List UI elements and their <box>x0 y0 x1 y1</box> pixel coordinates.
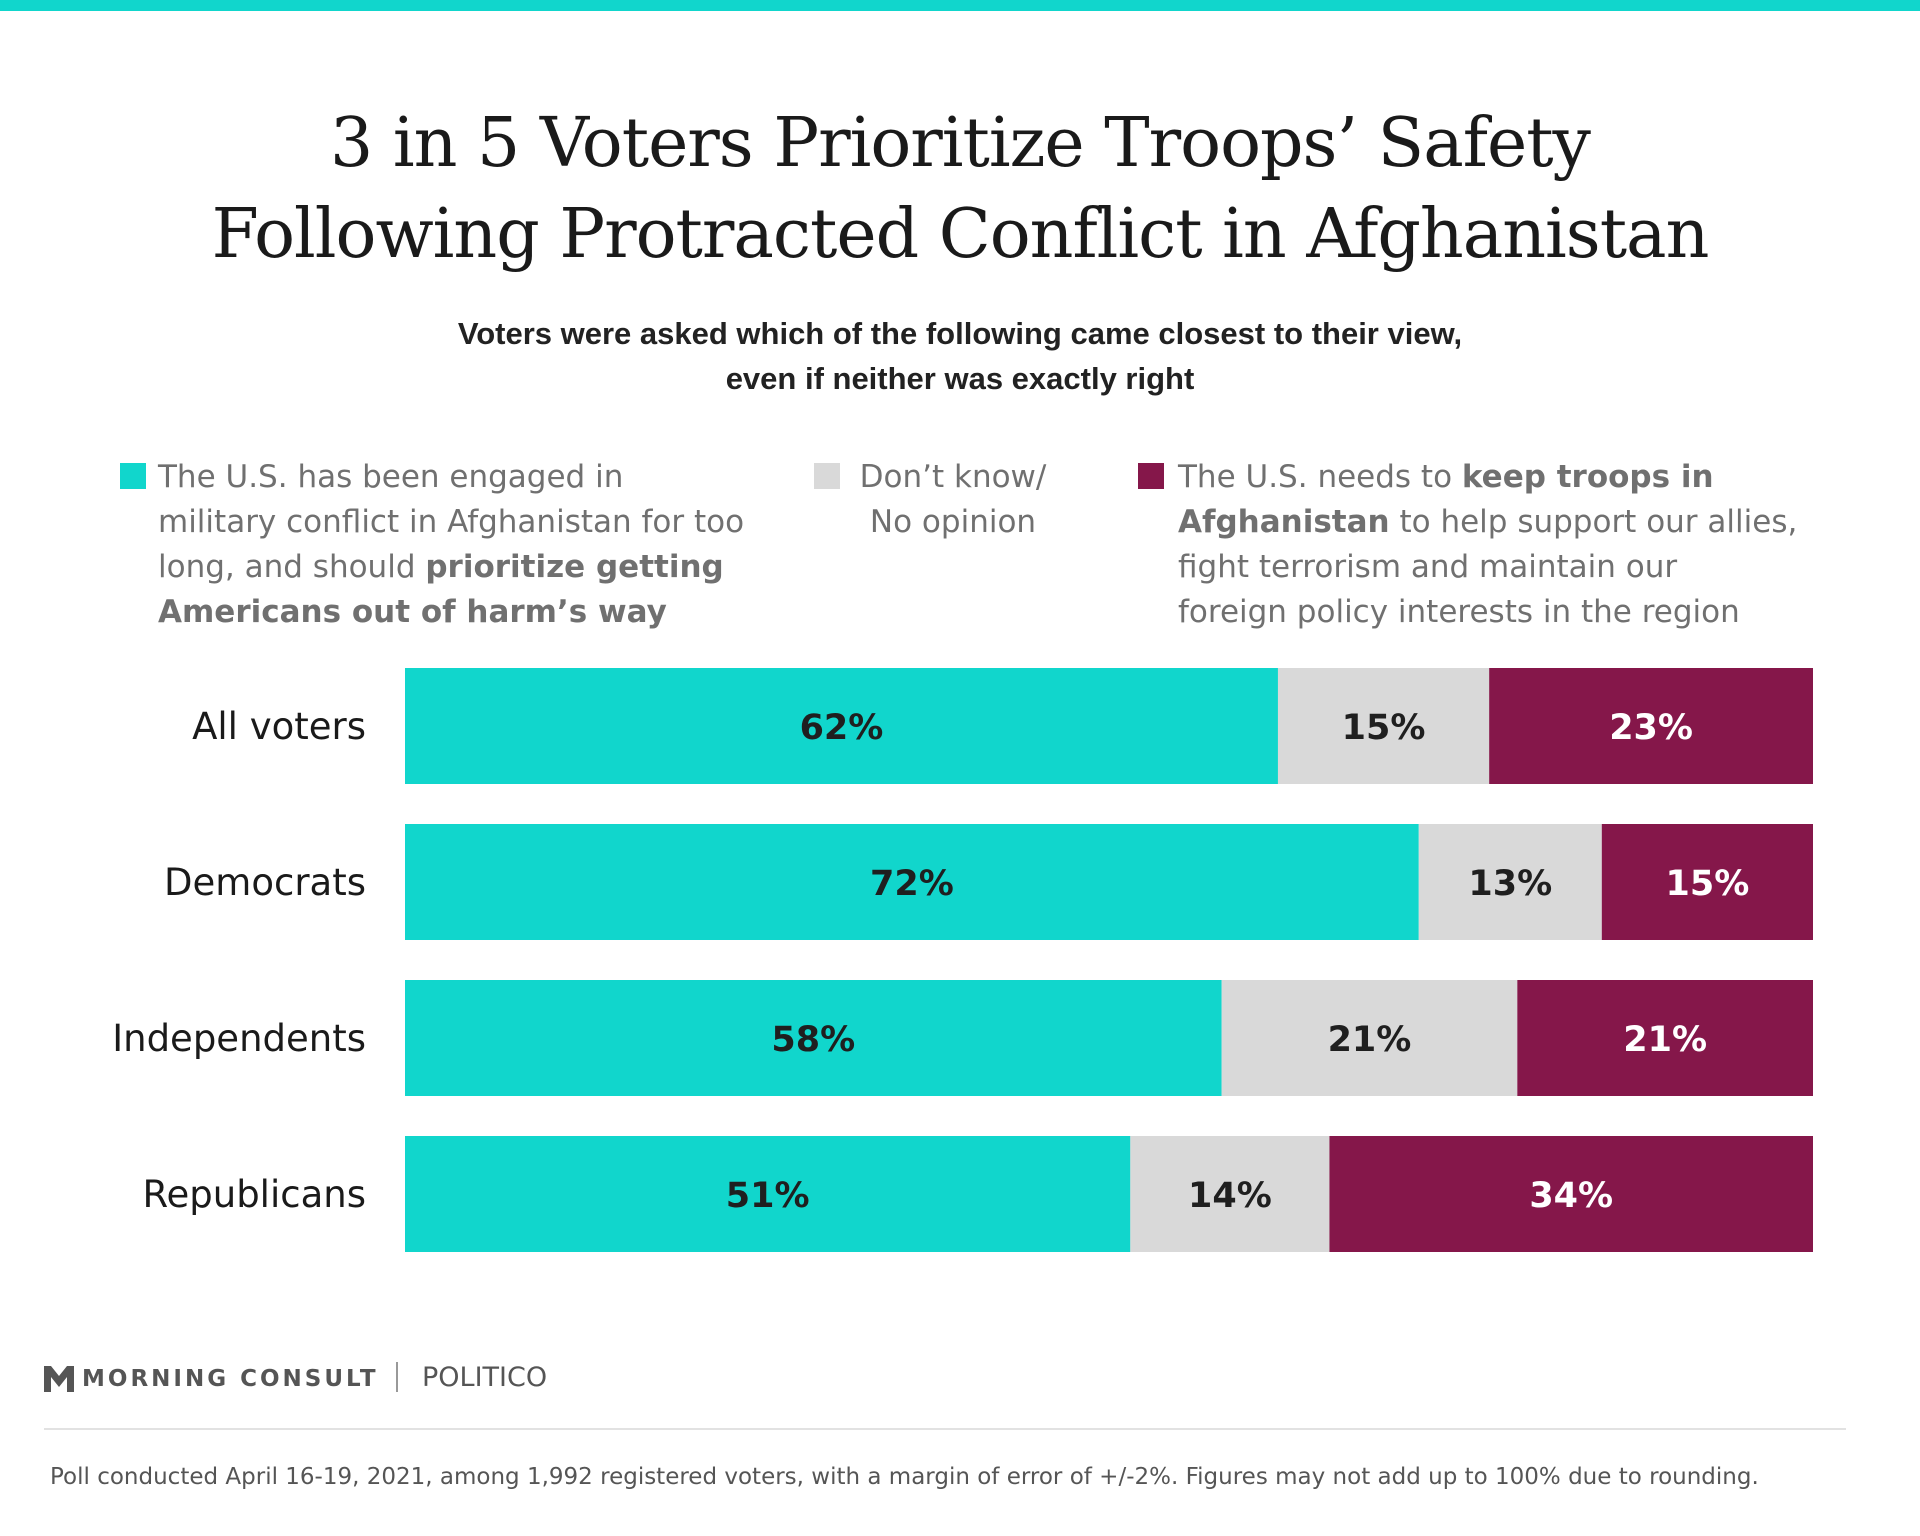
bar-segment <box>1277 668 1490 784</box>
data-label: 21% <box>1328 1020 1412 1060</box>
legend-text-segment: military conflict in Afghanistan for too <box>158 504 745 540</box>
legend-text-segment: Afghanistan <box>1178 504 1390 540</box>
bar-segment <box>1221 980 1518 1096</box>
legend-line: No opinion <box>852 500 1054 545</box>
bar-segment <box>405 668 1278 784</box>
legend-text-segment: long, and should <box>158 549 426 585</box>
data-label: 51% <box>726 1176 810 1216</box>
footnote: Poll conducted April 16-19, 2021, among … <box>50 1464 1759 1490</box>
legend-line: foreign policy interests in the region <box>1178 590 1797 635</box>
bar-segment <box>405 1136 1131 1252</box>
legend-text-segment: Americans out of harm’s way <box>158 594 667 630</box>
category-label: Democrats <box>164 861 366 904</box>
data-label: 14% <box>1188 1176 1272 1216</box>
legend-item-3: The U.S. needs to keep troops in Afghanis… <box>1178 455 1797 635</box>
brand-politico: POLITICO <box>422 1362 548 1393</box>
legend-text-segment: keep troops in <box>1461 459 1714 495</box>
legend-text-segment: to help support our allies, <box>1389 504 1798 540</box>
category-label: All voters <box>192 705 366 748</box>
legend-line: The U.S. has been engaged in <box>158 455 744 500</box>
category-label: Independents <box>112 1017 366 1060</box>
subtitle-line-2: even if neither was exactly right <box>725 361 1195 396</box>
legend-line: Don’t know/ <box>852 455 1054 500</box>
legend-text-segment: prioritize getting <box>425 549 724 585</box>
top-accent-bar <box>0 0 1920 11</box>
legend-text-segment: fight terrorism and maintain our <box>1178 549 1678 585</box>
legend-swatch-2 <box>814 463 840 489</box>
morning-consult-logo-icon <box>44 1366 74 1392</box>
legend-text-segment: The U.S. needs to <box>1178 459 1462 495</box>
subtitle-line-1: Voters were asked which of the following… <box>457 316 1463 351</box>
data-label: 72% <box>870 864 954 904</box>
legend-swatch-3 <box>1138 463 1164 489</box>
bar-segment <box>1130 1136 1330 1252</box>
chart-subtitle: Voters were asked which of the following… <box>0 311 1920 401</box>
brand-separator <box>396 1362 398 1392</box>
legend-text-segment: Don’t know/ <box>859 459 1047 495</box>
data-label: 34% <box>1529 1176 1613 1216</box>
bar-segment <box>405 824 1419 940</box>
legend-item-1: The U.S. has been engaged in military con… <box>158 455 744 635</box>
chart-title: 3 in 5 Voters Prioritize Troops’ Safety … <box>0 98 1920 280</box>
data-label: 15% <box>1342 708 1426 748</box>
bar-segment <box>1418 824 1602 940</box>
legend-text-segment: foreign policy interests in the region <box>1178 594 1740 630</box>
legend-line: Afghanistan to help support our allies, <box>1178 500 1797 545</box>
legend-line: military conflict in Afghanistan for too <box>158 500 744 545</box>
legend-line: The U.S. needs to keep troops in <box>1178 455 1797 500</box>
legend-text-segment: The U.S. has been engaged in <box>158 459 624 495</box>
legend-line: long, and should prioritize getting <box>158 545 744 590</box>
bar-segment <box>1489 668 1813 784</box>
brand-morning-consult: MORNING CONSULT <box>82 1366 379 1392</box>
data-label: 15% <box>1666 864 1750 904</box>
data-label: 58% <box>771 1020 855 1060</box>
stacked-bar-chart: All voters 62% 15% 23% Democrats 72% 13% 15% Ind… <box>112 668 1813 1252</box>
legend-text-segment: No opinion <box>869 504 1037 540</box>
title-line-1: 3 in 5 Voters Prioritize Troops’ Safety <box>330 104 1591 183</box>
legend-line: Americans out of harm’s way <box>158 590 744 635</box>
data-label: 23% <box>1609 708 1693 748</box>
footer-divider <box>44 1428 1846 1430</box>
bar-segment <box>1517 980 1813 1096</box>
bar-segment <box>405 980 1222 1096</box>
data-label: 21% <box>1623 1020 1707 1060</box>
legend-swatch-1 <box>120 463 146 489</box>
bar-segment <box>1329 1136 1813 1252</box>
data-label: 13% <box>1468 864 1552 904</box>
category-label: Republicans <box>142 1173 366 1216</box>
legend-item-2: Don’t know/No opinion <box>852 455 1054 545</box>
legend-line: fight terrorism and maintain our <box>1178 545 1797 590</box>
data-label: 62% <box>800 708 884 748</box>
bar-segment <box>1601 824 1813 940</box>
title-line-2: Following Protracted Conflict in Afghani… <box>211 195 1710 274</box>
